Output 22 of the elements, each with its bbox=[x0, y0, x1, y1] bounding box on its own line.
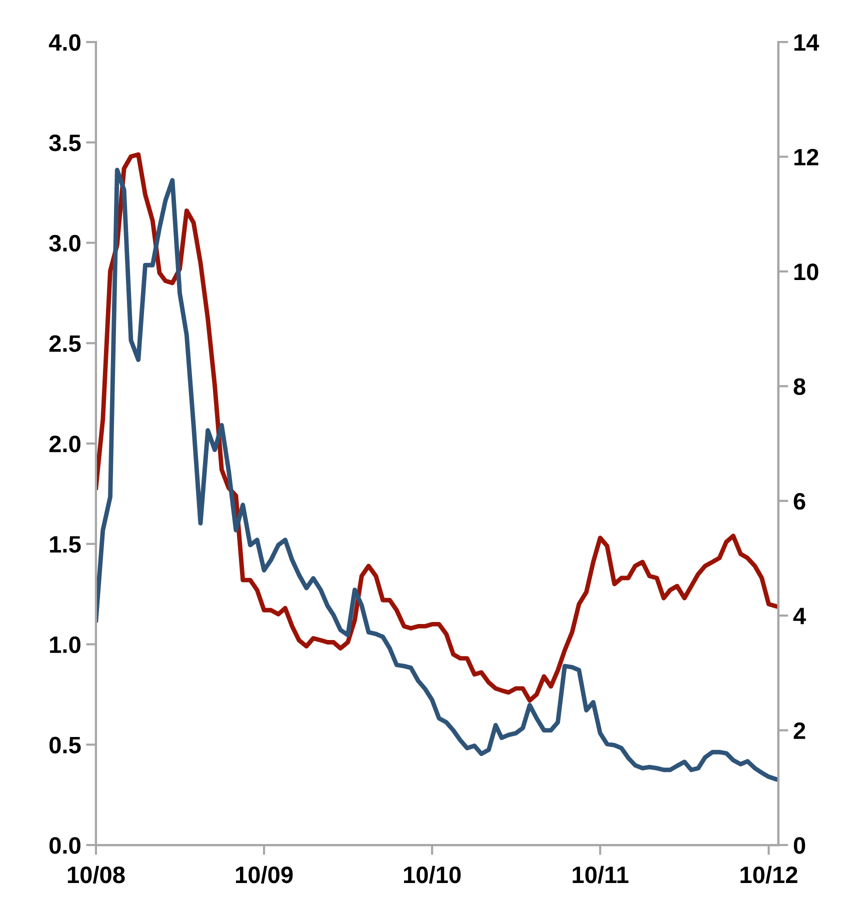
y-tick-label: 1.0 bbox=[50, 636, 80, 654]
y-tick-label: 3.5 bbox=[49, 134, 81, 152]
y-tick-label: 2.5 bbox=[49, 335, 81, 352]
y2-tick-label: 12 bbox=[794, 148, 818, 166]
x-tick-label: 10/12 bbox=[740, 866, 798, 884]
x-tick-label: 10/08 bbox=[68, 866, 125, 884]
y2-tick-label: 10 bbox=[794, 264, 818, 280]
y2-tick-label: 6 bbox=[794, 492, 806, 510]
y2-tick-label: 8 bbox=[794, 378, 806, 395]
y-tick-label: 0.0 bbox=[49, 837, 80, 854]
y-tick-label: 1.5 bbox=[50, 536, 81, 553]
y2-tick-label: 2 bbox=[794, 722, 806, 739]
y2-tick-label: 14 bbox=[794, 34, 820, 51]
y-tick-label: 4.0 bbox=[48, 34, 80, 51]
y-tick-label: 0.5 bbox=[49, 736, 81, 754]
y-tick-label: 3.0 bbox=[49, 234, 80, 252]
x-tick-label: 10/11 bbox=[572, 866, 628, 884]
y-tick-label: 2.0 bbox=[49, 436, 80, 452]
y2-tick-label: 4 bbox=[793, 608, 806, 624]
x-tick-label: 10/09 bbox=[236, 866, 293, 884]
x-tick-label: 10/10 bbox=[404, 866, 461, 884]
y2-tick-label: 0 bbox=[794, 837, 806, 854]
